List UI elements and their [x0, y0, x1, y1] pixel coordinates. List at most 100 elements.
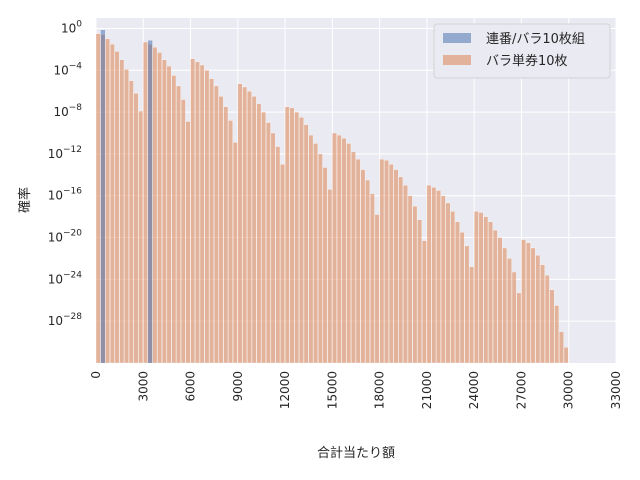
- bar-bara-tanken: [426, 185, 432, 364]
- bar-bara-tanken: [474, 211, 479, 364]
- bar-bara-tanken: [370, 193, 375, 364]
- bar-bara-tanken: [483, 216, 489, 364]
- bar-bara-tanken: [256, 103, 262, 364]
- x-axis-label: 合計当たり額: [317, 445, 395, 461]
- bar-bara-tanken: [407, 195, 413, 364]
- x-tick-label: 33000: [609, 371, 623, 409]
- bar-bara-tanken: [138, 110, 144, 364]
- bar-bara-tanken: [327, 189, 333, 364]
- bar-bara-tanken: [185, 121, 191, 364]
- bar-bara-tanken: [166, 65, 172, 364]
- bar-bara-tanken: [237, 83, 243, 364]
- y-tick-label: 100: [61, 19, 82, 35]
- y-tick-label: 10−20: [48, 229, 83, 245]
- bar-bara-tanken: [526, 242, 531, 364]
- bar-bara-tanken: [247, 91, 252, 364]
- bar-bara-tanken: [214, 85, 219, 364]
- bar-bara-tanken: [128, 80, 134, 364]
- legend-label-renban: 連番/バラ10枚組: [486, 32, 585, 47]
- bar-bara-tanken: [341, 138, 347, 364]
- bar-bara-tanken: [242, 86, 248, 364]
- bar-bara-tanken: [530, 247, 536, 364]
- x-tick-label: 0: [89, 371, 103, 379]
- bar-bara-tanken: [223, 106, 229, 364]
- x-tick-label: 6000: [184, 371, 198, 402]
- bar-bara-tanken: [171, 75, 177, 364]
- bar-bara-tanken: [398, 176, 404, 364]
- bar-bara-tanken: [308, 134, 314, 364]
- y-tick-label: 10−28: [48, 312, 83, 328]
- bar-bara-tanken: [417, 219, 422, 364]
- x-tick-label: 12000: [278, 371, 292, 409]
- y-tick-label: 10−4: [53, 61, 82, 77]
- bar-bara-tanken: [544, 275, 550, 364]
- bar-bara-tanken: [152, 47, 158, 364]
- bar-bara-tanken: [251, 96, 257, 364]
- bar-renban: [100, 30, 106, 363]
- bar-bara-tanken: [511, 271, 517, 364]
- series-bara-tanken: [95, 33, 569, 364]
- series-renban: [100, 30, 153, 364]
- bar-bara-tanken: [374, 214, 380, 364]
- bar-bara-tanken: [299, 117, 304, 364]
- bar-bara-tanken: [554, 305, 560, 364]
- bar-bara-tanken: [133, 93, 139, 364]
- legend-box: [433, 23, 611, 79]
- bar-bara-tanken: [393, 169, 399, 364]
- bar-bara-tanken: [228, 120, 233, 364]
- bar-bara-tanken: [95, 33, 101, 364]
- x-tick-label: 30000: [562, 371, 576, 409]
- bar-bara-tanken: [488, 221, 493, 364]
- bar-bara-tanken: [275, 146, 281, 364]
- bar-bara-tanken: [351, 151, 356, 364]
- bar-bara-tanken: [360, 169, 366, 364]
- bar-bara-tanken: [559, 331, 564, 364]
- bar-bara-tanken: [190, 58, 196, 364]
- bar-bara-tanken: [459, 232, 465, 364]
- bar-bara-tanken: [322, 167, 328, 364]
- bar-bara-tanken: [199, 64, 205, 364]
- legend-swatch-renban: [443, 33, 471, 43]
- bar-bara-tanken: [355, 158, 361, 364]
- x-tick-label: 9000: [231, 371, 245, 402]
- bar-bara-tanken: [119, 59, 125, 364]
- bar-bara-tanken: [313, 143, 318, 364]
- bar-bara-tanken: [436, 190, 441, 364]
- bar-bara-tanken: [332, 132, 337, 364]
- bar-bara-tanken: [455, 221, 460, 364]
- bar-bara-tanken: [521, 239, 526, 364]
- x-tick-label: 24000: [467, 371, 481, 409]
- bar-bara-tanken: [294, 111, 300, 364]
- y-tick-label: 10−16: [48, 187, 83, 203]
- bar-bara-tanken: [431, 187, 437, 364]
- y-tick-labels: 100 10−4 10−8 10−12 10−16 10−20 10−24 10−28: [48, 19, 83, 328]
- x-tick-label: 21000: [420, 371, 434, 409]
- y-tick-label: 10−24: [48, 270, 83, 286]
- bar-bara-tanken: [507, 258, 512, 364]
- bar-bara-tanken: [289, 107, 295, 364]
- bar-bara-tanken: [143, 41, 148, 364]
- bar-bara-tanken: [110, 43, 115, 364]
- bar-bara-tanken: [124, 69, 129, 364]
- y-tick-label: 10−12: [48, 145, 82, 161]
- x-tick-label: 27000: [514, 371, 528, 409]
- bar-renban: [148, 40, 153, 364]
- legend-swatch-bara-tanken: [443, 55, 471, 65]
- bar-bara-tanken: [232, 142, 238, 364]
- bar-bara-tanken: [261, 111, 266, 364]
- bar-bara-tanken: [209, 78, 214, 364]
- bar-bara-tanken: [540, 264, 545, 364]
- bar-bara-tanken: [502, 247, 508, 364]
- bar-bara-tanken: [478, 212, 484, 364]
- bar-bara-tanken: [365, 179, 370, 364]
- y-tick-label: 10−8: [53, 103, 82, 119]
- bar-bara-tanken: [464, 245, 470, 364]
- bar-bara-tanken: [284, 106, 290, 364]
- bar-bara-tanken: [162, 59, 167, 364]
- bar-bara-tanken: [535, 255, 541, 364]
- bar-bara-tanken: [549, 289, 555, 364]
- bar-bara-tanken: [218, 96, 224, 364]
- bar-bara-tanken: [440, 195, 446, 364]
- bar-bara-tanken: [492, 230, 498, 364]
